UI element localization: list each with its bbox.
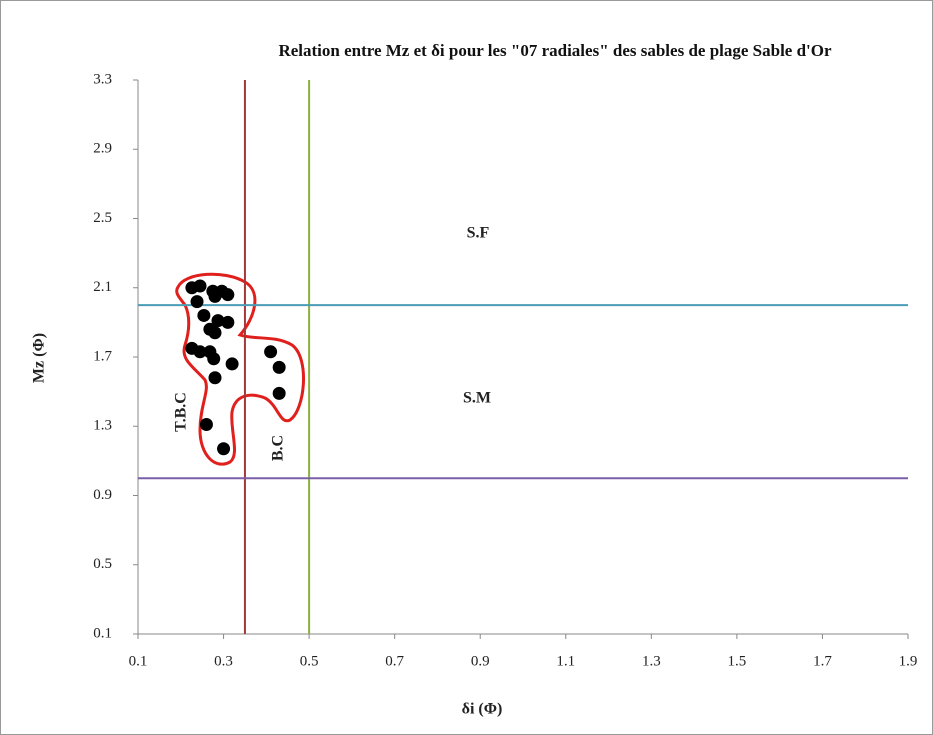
point: [272, 360, 286, 374]
y-tick-label: 1.7: [93, 348, 112, 364]
point: [221, 288, 235, 302]
x-tick-label: 0.3: [214, 653, 233, 669]
point: [225, 357, 239, 371]
point: [211, 314, 225, 328]
point: [208, 326, 222, 340]
annotation: S.F: [467, 225, 490, 242]
annotation: S.M: [463, 390, 491, 407]
point: [197, 308, 211, 322]
point: [193, 345, 207, 359]
y-tick-label: 2.5: [93, 210, 112, 226]
y-tick-label: 1.3: [93, 418, 112, 434]
point: [193, 279, 207, 293]
point: [272, 386, 286, 400]
y-tick-label: 0.1: [93, 625, 112, 641]
point: [208, 371, 222, 385]
point: [221, 315, 235, 329]
x-axis-label: δi (Φ): [462, 701, 503, 718]
annotation: T.B.C: [173, 392, 190, 432]
x-tick-label: 1.5: [728, 653, 747, 669]
x-tick-label: 0.5: [300, 653, 319, 669]
point: [207, 352, 221, 366]
point: [199, 418, 213, 432]
annotation: B.C: [270, 435, 287, 461]
x-tick-label: 1.1: [556, 653, 575, 669]
point: [190, 295, 204, 309]
y-tick-label: 3.3: [93, 71, 112, 87]
point: [208, 289, 222, 303]
chart-title: Relation entre Mz et δi pour les "07 rad…: [278, 41, 832, 60]
point: [264, 345, 278, 359]
x-tick-label: 0.7: [385, 653, 404, 669]
y-axis-label: Mz (Φ): [31, 333, 48, 383]
y-tick-label: 2.9: [93, 141, 112, 157]
point: [217, 442, 231, 456]
x-tick-label: 0.9: [471, 653, 490, 669]
y-tick-label: 0.9: [93, 487, 112, 503]
y-tick-label: 2.1: [93, 279, 112, 295]
y-tick-label: 0.5: [93, 556, 112, 572]
x-tick-label: 1.9: [899, 653, 918, 669]
x-tick-label: 1.7: [813, 653, 832, 669]
x-tick-label: 0.1: [129, 653, 148, 669]
x-tick-label: 1.3: [642, 653, 661, 669]
group-outline: [175, 272, 305, 466]
